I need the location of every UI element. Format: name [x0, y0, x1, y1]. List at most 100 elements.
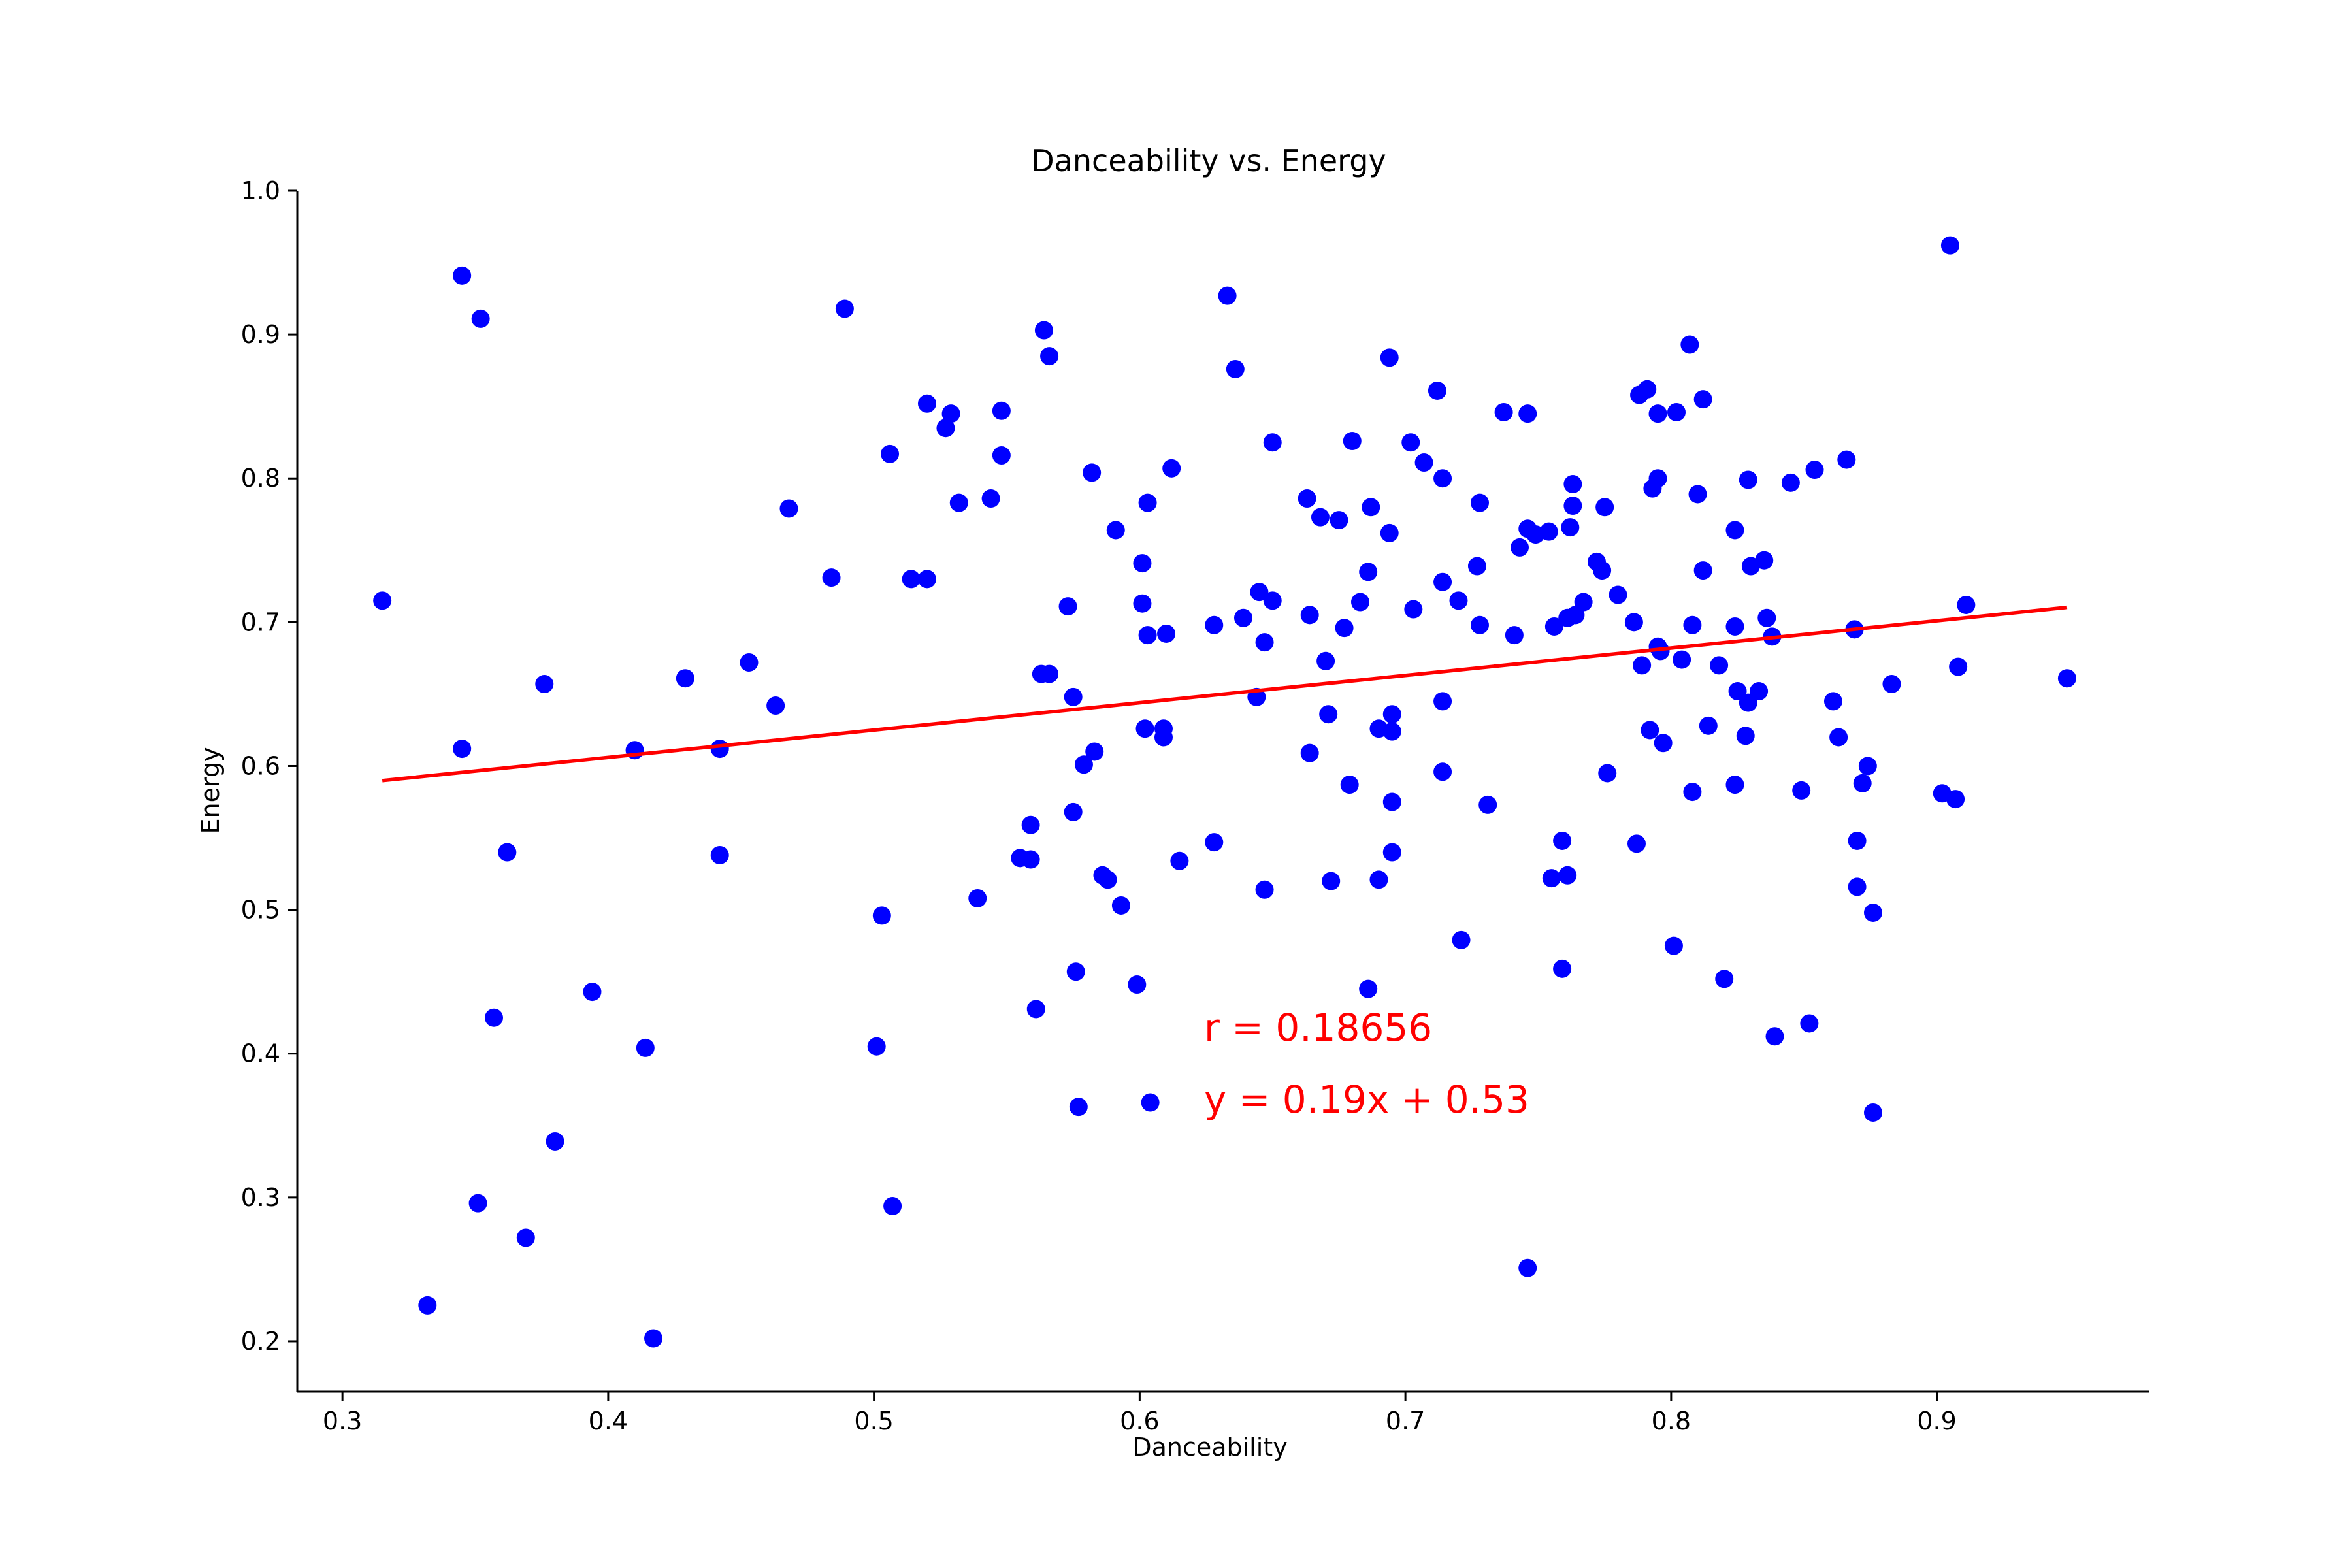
data-point-154 [1667, 402, 1686, 421]
data-point-182 [1823, 692, 1842, 711]
data-point-78 [1263, 433, 1282, 452]
data-point-85 [1319, 705, 1338, 724]
data-point-127 [1553, 831, 1572, 850]
data-point-8 [516, 1228, 535, 1247]
data-point-106 [1428, 381, 1446, 400]
y-tick-label: 0.3 [241, 1183, 280, 1212]
data-point-135 [1574, 593, 1593, 612]
data-point-146 [1641, 721, 1659, 740]
x-tick-label: 0.5 [854, 1407, 893, 1435]
data-point-1 [418, 1296, 437, 1315]
data-point-77 [1255, 880, 1274, 899]
data-point-47 [1064, 802, 1083, 821]
data-point-99 [1382, 705, 1401, 724]
data-point-157 [1683, 615, 1702, 634]
data-point-148 [1648, 404, 1667, 423]
data-point-188 [1853, 774, 1872, 792]
data-point-39 [1021, 850, 1040, 869]
x-tick-label: 0.9 [1917, 1407, 1956, 1435]
data-point-45 [1058, 597, 1077, 616]
data-point-111 [1449, 591, 1468, 610]
data-point-82 [1300, 743, 1319, 762]
data-point-38 [1021, 815, 1040, 834]
y-tick-label: 0.5 [241, 896, 280, 924]
data-point-131 [1561, 518, 1580, 537]
data-point-65 [1154, 728, 1173, 747]
data-point-103 [1401, 433, 1420, 452]
data-point-18 [740, 653, 759, 672]
data-point-13 [636, 1038, 655, 1057]
data-point-179 [1792, 781, 1811, 800]
data-point-96 [1369, 870, 1388, 889]
regression-line [382, 605, 2068, 783]
data-point-16 [710, 740, 729, 759]
data-point-128 [1553, 959, 1572, 978]
data-point-180 [1800, 1014, 1819, 1033]
data-point-17 [710, 845, 729, 864]
data-point-194 [1940, 236, 1959, 255]
data-point-10 [546, 1132, 564, 1151]
data-point-50 [1074, 755, 1093, 774]
data-point-59 [1133, 594, 1152, 613]
data-point-35 [992, 401, 1011, 420]
data-point-170 [1739, 470, 1757, 489]
y-tick-label: 0.8 [241, 464, 280, 493]
x-tick-label: 0.7 [1386, 1407, 1425, 1435]
data-point-14 [644, 1329, 663, 1348]
data-point-125 [1542, 869, 1561, 888]
data-point-91 [1350, 593, 1369, 612]
y-tick-label: 0.6 [241, 751, 280, 780]
data-point-139 [1598, 764, 1617, 783]
data-point-190 [1863, 904, 1882, 923]
data-point-40 [1026, 1000, 1045, 1019]
data-point-177 [1765, 1027, 1784, 1046]
data-point-44 [1040, 664, 1059, 683]
data-point-196 [1949, 657, 1968, 676]
data-point-4 [468, 1194, 487, 1213]
data-point-67 [1162, 459, 1181, 478]
data-point-0 [373, 591, 392, 610]
data-point-92 [1359, 979, 1378, 998]
data-point-76 [1255, 633, 1274, 652]
data-point-114 [1471, 493, 1490, 512]
data-point-187 [1848, 877, 1867, 896]
x-axis-label: Danceability [1132, 1433, 1287, 1462]
data-point-140 [1609, 585, 1627, 604]
data-point-9 [535, 675, 554, 694]
data-point-30 [936, 419, 955, 438]
data-point-97 [1380, 348, 1399, 367]
data-point-98 [1380, 523, 1399, 542]
data-point-42 [1034, 321, 1053, 340]
data-point-93 [1359, 563, 1378, 581]
data-point-51 [1083, 463, 1102, 482]
data-point-54 [1098, 870, 1117, 889]
x-tick-label: 0.8 [1652, 1407, 1691, 1435]
data-point-155 [1673, 650, 1691, 669]
data-point-89 [1340, 776, 1359, 794]
data-point-15 [676, 669, 694, 688]
data-point-130 [1558, 866, 1577, 885]
data-point-165 [1725, 521, 1744, 540]
data-point-102 [1382, 843, 1401, 862]
data-point-22 [835, 299, 854, 318]
data-point-104 [1404, 600, 1423, 619]
data-point-24 [872, 906, 891, 925]
data-point-174 [1755, 551, 1774, 570]
regression-equation-annotation: y = 0.19x + 0.53 [1204, 1077, 1529, 1122]
data-point-20 [779, 499, 798, 518]
data-point-169 [1736, 727, 1755, 745]
data-point-164 [1715, 970, 1734, 988]
data-point-122 [1518, 1258, 1537, 1277]
data-point-101 [1382, 792, 1401, 811]
data-point-195 [1946, 790, 1965, 809]
y-tick-label: 0.2 [241, 1327, 280, 1356]
data-point-52 [1085, 742, 1104, 761]
correlation-annotation: r = 0.18656 [1204, 1005, 1432, 1050]
data-point-81 [1300, 606, 1319, 625]
data-point-141 [1624, 613, 1643, 632]
data-point-183 [1829, 728, 1848, 747]
data-point-178 [1781, 473, 1800, 492]
data-point-117 [1494, 402, 1513, 421]
data-point-75 [1250, 583, 1269, 602]
data-point-72 [1226, 359, 1245, 378]
